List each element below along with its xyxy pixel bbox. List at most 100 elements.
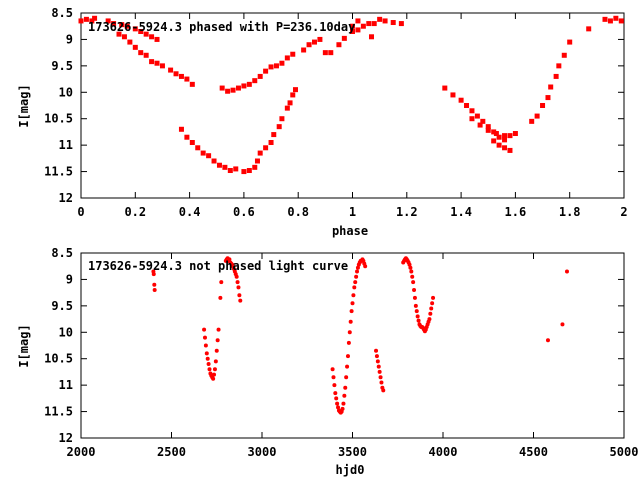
data-point [152,288,157,292]
data-point [252,78,258,84]
data-point [347,330,352,335]
data-point [496,134,502,140]
data-point [216,162,222,168]
data-point [561,52,567,58]
data-point [216,327,221,332]
data-point [246,168,252,174]
data-point [409,269,414,274]
data-point [355,269,360,274]
data-point [351,293,356,298]
y-tick-label: 12 [59,431,73,445]
data-point [119,22,125,28]
data-point [301,47,307,53]
x-axis-ticks: 0 0.2 0.4 0.6 0.8 1 1.2 1.4 1.6 1.8 2 [77,13,628,219]
data-point [279,116,285,122]
data-point [212,372,217,377]
data-point [548,84,554,90]
y-tick-label: 12 [59,191,73,205]
data-point [227,168,233,174]
data-point [184,134,190,140]
raw-light-curve-chart: 2000 2500 3000 3500 4000 4500 5000 8.5 9 9.5 10 10… [17,246,638,477]
data-point [381,388,386,393]
x-tick-label: 3000 [248,445,277,459]
data-point [363,264,368,269]
data-point [124,23,130,29]
data-point [149,34,155,40]
data-point [469,116,475,122]
data-point [212,367,217,372]
x-tick-label: 2500 [157,445,186,459]
data-point [545,338,550,343]
data-point [154,60,160,66]
data-point [374,354,379,359]
data-point [263,68,269,74]
data-point [116,31,122,37]
data-point [322,50,328,56]
data-point [341,35,347,41]
data-point [203,343,208,348]
y-tick-label: 11.5 [44,405,73,419]
data-point [215,338,220,343]
data-point [279,60,285,66]
data-point [427,317,432,322]
data-point [184,76,190,82]
y-axis-label: I[mag] [17,324,31,367]
data-point [227,257,232,262]
data-point [398,21,404,27]
data-point [111,21,117,27]
data-point [334,396,339,401]
x-tick-label: 1.2 [396,205,418,219]
data-point [335,401,340,406]
data-point [276,124,282,130]
data-point [287,100,293,106]
y-tick-label: 9 [66,32,73,46]
data-point [206,362,211,366]
data-point [138,50,144,56]
data-point [485,124,491,130]
data-point [257,73,263,79]
data-point [149,59,155,65]
data-point [246,81,252,87]
data-point [355,265,360,270]
x-tick-label: 1.8 [559,205,581,219]
y-tick-label: 10.5 [44,352,73,366]
data-point [496,142,502,148]
data-point [507,133,513,139]
data-point [360,23,366,29]
y-axis-ticks: 8.5 9 9.5 10 10.5 11 11.5 12 [44,6,624,205]
data-point [235,280,240,285]
data-point [332,383,337,388]
data-point [340,406,345,411]
data-point [290,51,296,57]
data-point [442,85,448,91]
data-point [429,306,434,311]
phased-light-curve-chart: 0 0.2 0.4 0.6 0.8 1 1.2 1.4 1.6 1.8 2 8.5 9 9.5 10 10.… [17,6,628,238]
data-point [355,18,361,24]
data-point [350,29,355,34]
data-point [105,18,111,24]
data-point [235,85,241,91]
data-point [502,145,508,151]
data-point [379,380,384,385]
data-point [330,367,335,372]
y-tick-label: 8.5 [51,246,73,260]
data-point [222,164,228,170]
data-point [374,348,379,353]
y-tick-label: 11 [59,378,73,392]
y-tick-label: 11.5 [44,165,73,179]
data-point [491,129,497,135]
data-point [493,131,499,137]
data-point [333,391,338,396]
data-point [618,18,624,24]
data-point [560,322,565,327]
data-point [366,21,372,27]
data-point [602,16,608,22]
data-point [207,367,212,372]
data-point [292,87,298,93]
data-point [257,150,263,156]
data-point [408,265,413,270]
data-point [553,73,559,79]
data-point [202,327,207,332]
x-tick-label: 2 [620,205,627,219]
data-point [214,348,219,353]
